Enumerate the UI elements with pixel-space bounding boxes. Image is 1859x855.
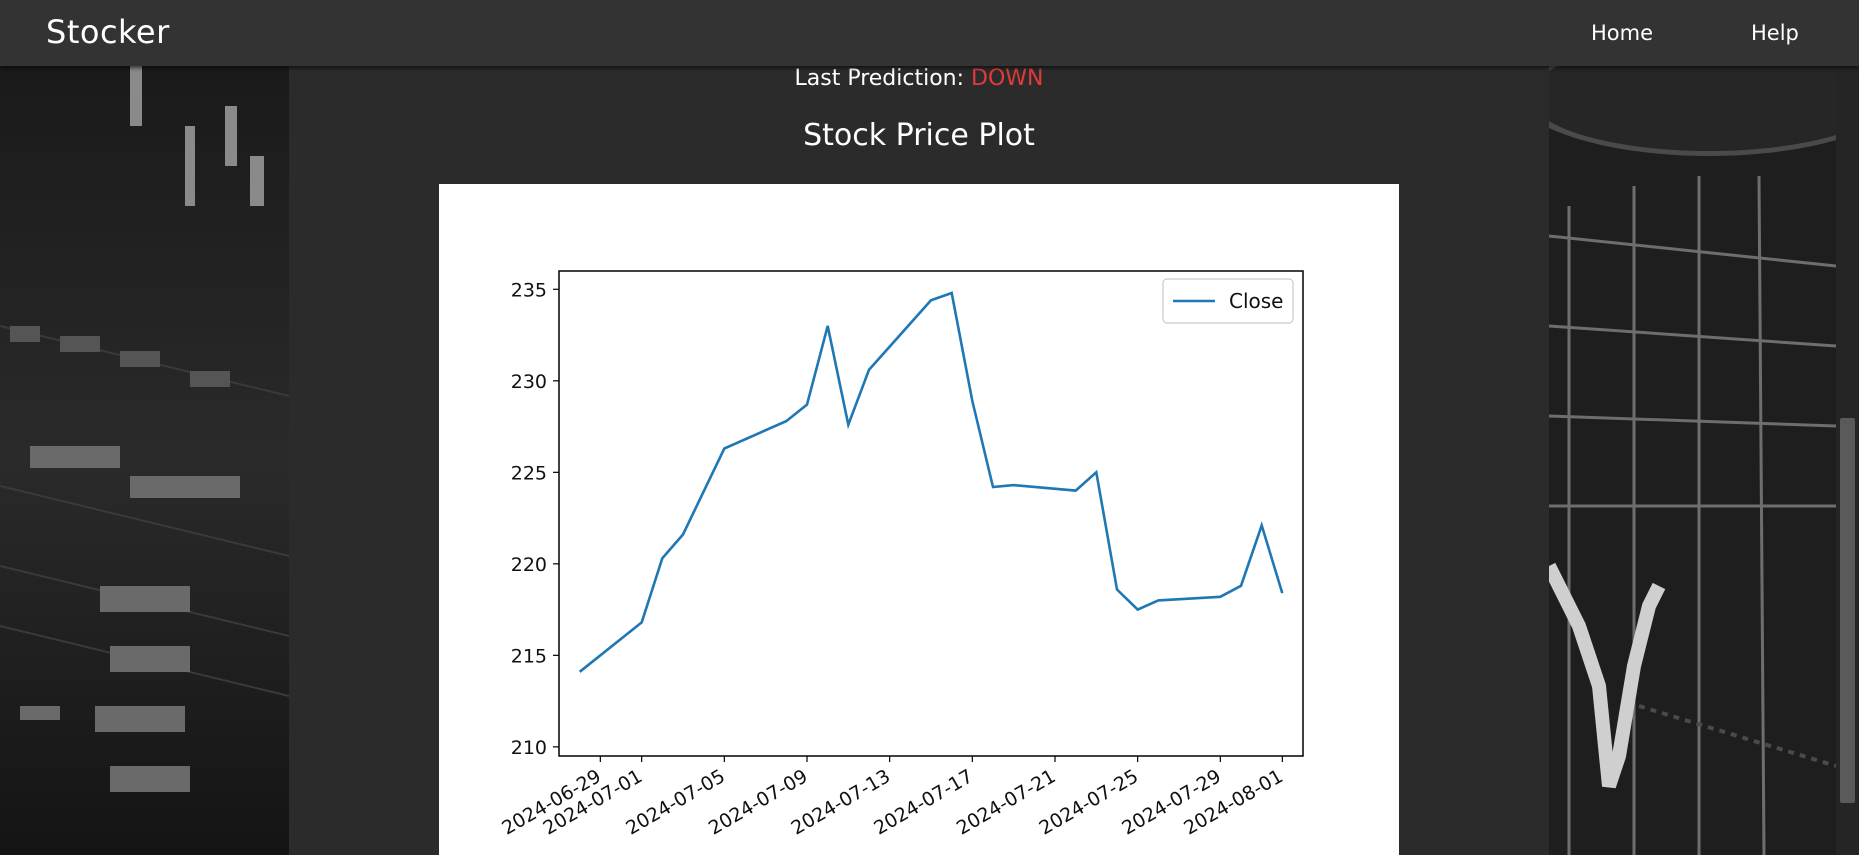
background-left-stock-image: [0, 66, 289, 855]
plot-title: Stock Price Plot: [803, 118, 1035, 153]
nav-home-link[interactable]: Home: [1591, 21, 1654, 45]
y-tick-label: 215: [511, 645, 547, 667]
y-tick-label: 210: [511, 737, 547, 759]
nav-help-link[interactable]: Help: [1751, 21, 1799, 45]
series-line-close: [578, 291, 1284, 673]
prediction-value: DOWN: [971, 66, 1044, 91]
y-tick-label: 225: [511, 462, 547, 484]
main-content: Last Prediction: DOWN Stock Price Plot 2…: [289, 66, 1549, 855]
brand-logo[interactable]: Stocker: [46, 13, 170, 51]
legend-box: [1162, 278, 1294, 324]
y-tick-label: 220: [511, 554, 547, 576]
plot-frame: [558, 270, 1304, 757]
chart-svg: 2102152202252302352024-06-292024-07-0120…: [498, 270, 1304, 840]
last-prediction: Last Prediction: DOWN: [289, 66, 1549, 91]
y-tick-label: 235: [511, 279, 547, 301]
page-scrollbar[interactable]: [1836, 66, 1859, 855]
stock-price-chart: 210 215 220 225 230 235 2024-06-29 2024-07-01 20…: [439, 184, 1399, 855]
navbar: Stocker Home Help: [0, 0, 1859, 66]
prediction-label: Last Prediction:: [794, 66, 965, 91]
scrollbar-thumb[interactable]: [1840, 418, 1855, 803]
y-tick-label: 230: [511, 371, 547, 393]
background-right-stock-image: [1549, 66, 1836, 855]
legend-label: Close: [1229, 289, 1283, 313]
